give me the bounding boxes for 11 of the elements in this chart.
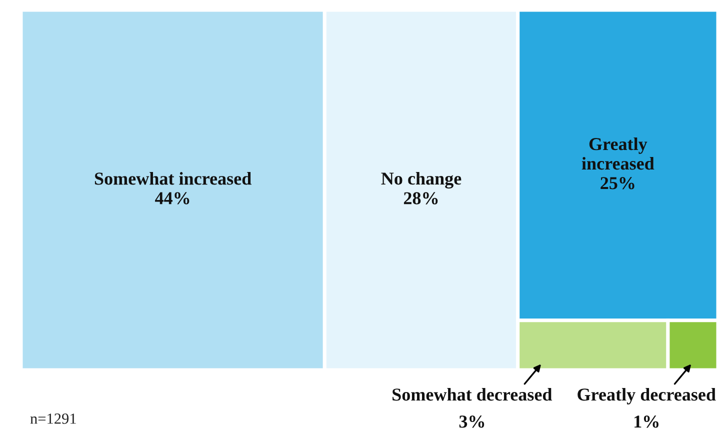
data-label: 1% bbox=[634, 416, 658, 428]
data-label: 44% bbox=[155, 192, 190, 204]
category-label: Greatly decreased bbox=[578, 388, 716, 404]
category-label: No change bbox=[381, 172, 462, 189]
category-label: Somewhat decreased bbox=[392, 388, 552, 401]
data-label: 3% bbox=[459, 416, 484, 428]
text: n=1291 bbox=[30, 414, 76, 424]
data-label: 28% bbox=[404, 192, 438, 204]
data-label: 25% bbox=[600, 177, 634, 190]
category-label: Somewhat increased bbox=[94, 172, 252, 185]
category-label: Greatly increased bbox=[582, 137, 654, 170]
